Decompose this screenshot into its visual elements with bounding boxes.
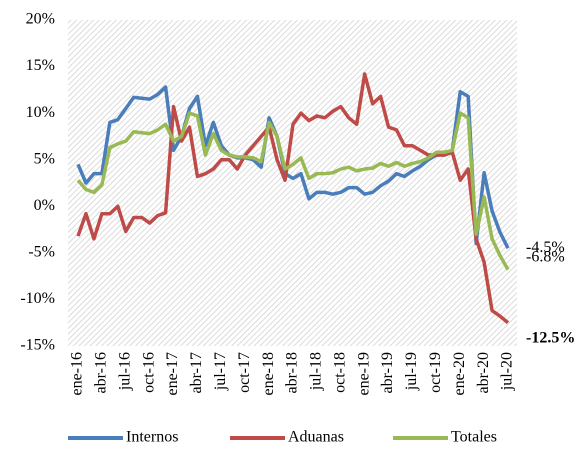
y-tick-label: 5% [34, 150, 55, 167]
x-tick-label: jul-18 [308, 352, 325, 391]
x-tick-label: abr-20 [475, 352, 492, 393]
y-tick-label: -15% [20, 337, 55, 354]
legend-label: Internos [126, 429, 178, 446]
x-tick-label: ene-20 [451, 352, 468, 396]
legend-label: Totales [451, 429, 497, 446]
x-tick-label: abr-18 [284, 352, 301, 393]
y-tick-label: -10% [20, 290, 55, 307]
x-tick-label: abr-16 [93, 352, 110, 393]
line-series [76, 72, 510, 325]
end-label: -12.5% [526, 329, 575, 346]
x-tick-label: oct-17 [236, 352, 253, 393]
x-tick-label: jul-17 [212, 352, 229, 391]
x-tick-label: oct-19 [427, 352, 444, 393]
line-series [76, 111, 510, 271]
x-tick-label: abr-19 [379, 352, 396, 393]
x-tick-label: ene-17 [164, 352, 181, 396]
plot-area [68, 20, 517, 346]
y-tick-label: -5% [28, 244, 55, 261]
end-label: -4.5% [526, 239, 565, 256]
x-tick-label: jul-19 [403, 352, 420, 391]
x-tick-label: jul-20 [499, 352, 516, 391]
x-tick-label: ene-19 [355, 352, 372, 396]
y-tick-label: 20% [26, 11, 55, 28]
x-tick-label: jul-16 [116, 352, 133, 391]
y-tick-label: 0% [34, 197, 55, 214]
x-tick-label: abr-17 [188, 352, 205, 393]
x-tick-label: oct-16 [140, 352, 157, 393]
x-tick-label: ene-18 [260, 352, 277, 396]
end-label: -6.8% [526, 248, 565, 265]
y-tick-label: 10% [26, 104, 55, 121]
x-tick-label: ene-16 [69, 352, 86, 396]
y-tick-label: 15% [26, 57, 55, 74]
x-tick-label: oct-18 [331, 352, 348, 393]
legend-label: Aduanas [288, 429, 344, 446]
